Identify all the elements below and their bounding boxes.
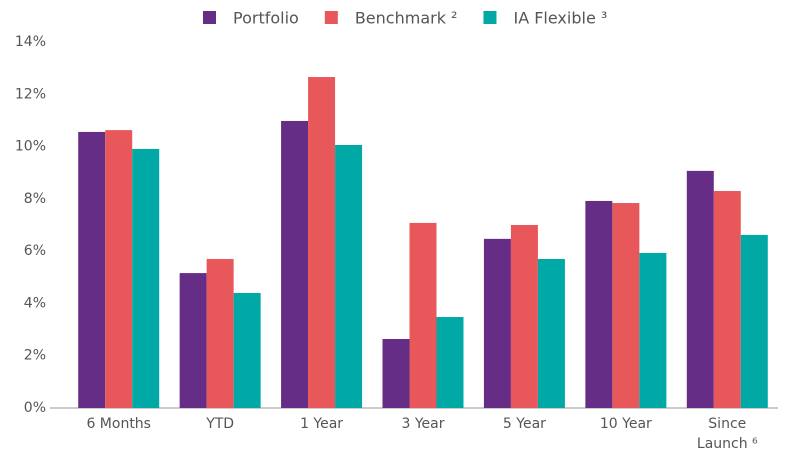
bar: [308, 77, 336, 408]
x-tick-label: 6 Months: [86, 416, 151, 432]
legend-label: Benchmark ²: [355, 9, 458, 28]
bar: [409, 222, 437, 408]
bar: [382, 338, 410, 408]
bar: [483, 238, 511, 408]
x-tick-label: 10 Year: [599, 416, 652, 432]
bar: [281, 120, 309, 409]
x-tick-label: 1 Year: [300, 416, 344, 432]
x-tick-label: 3 Year: [401, 416, 445, 432]
y-tick-label: 0%: [24, 400, 46, 416]
bar: [639, 252, 667, 408]
x-tick-label: Since Launch ⁶: [696, 416, 758, 452]
y-tick-label: 6%: [24, 243, 46, 259]
x-tick-label: 5 Year: [502, 416, 546, 432]
bar: [436, 317, 464, 408]
legend-swatch: [483, 11, 497, 24]
legend-label: Portfolio: [233, 9, 299, 28]
bar: [612, 203, 640, 408]
bar: [585, 200, 613, 408]
bar: [537, 258, 565, 408]
bar: [105, 130, 133, 408]
bar: [335, 145, 363, 408]
legend-label: IA Flexible ³: [513, 9, 607, 28]
bar: [132, 148, 160, 408]
bar: [686, 170, 714, 408]
y-tick-label: 8%: [24, 191, 46, 207]
bar: [78, 131, 106, 408]
bar: [179, 273, 207, 408]
y-tick-label: 4%: [24, 295, 46, 311]
bar: [510, 225, 538, 408]
y-tick-label: 2%: [24, 348, 46, 364]
bar: [740, 234, 768, 408]
legend-swatch: [203, 11, 216, 24]
y-tick-label: 14%: [15, 34, 46, 50]
legend-swatch: [324, 11, 338, 24]
bar: [206, 258, 234, 408]
y-tick-label: 12%: [15, 86, 46, 102]
x-tick-label: YTD: [206, 416, 235, 432]
bar: [713, 191, 741, 408]
bar: [233, 292, 261, 408]
y-tick-label: 10%: [15, 139, 46, 155]
